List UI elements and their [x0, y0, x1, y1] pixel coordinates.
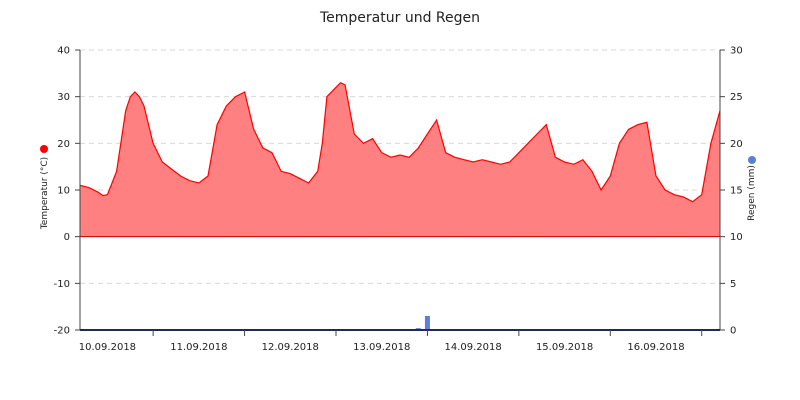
left-tick-label: 20	[57, 139, 70, 150]
x-tick-label: 16.09.2018	[627, 342, 684, 353]
x-tick-label: 14.09.2018	[445, 342, 502, 353]
right-tick-label: 15	[730, 186, 743, 197]
left-axis-title: Temperatur (°C)	[40, 157, 50, 230]
x-tick-label: 10.09.2018	[79, 342, 136, 353]
temperature-area	[80, 82, 720, 237]
x-tick-label: 12.09.2018	[262, 342, 319, 353]
right-tick-label: 25	[730, 92, 743, 103]
left-tick-label: 40	[57, 46, 70, 57]
right-tick-label: 10	[730, 232, 743, 243]
axes: -20 -10 0 10 20 30 40 0 5 10 15 20 25 30 10.09.2018 11.…	[54, 46, 743, 354]
temperature-series-marker	[40, 145, 48, 153]
plot-area	[79, 81, 721, 238]
x-tick-label: 13.09.2018	[353, 342, 410, 353]
rain-bar	[424, 316, 430, 330]
temperature-line	[79, 81, 721, 203]
right-tick-label: 20	[730, 139, 743, 150]
left-tick-label: -20	[54, 326, 70, 337]
x-tick-label: 15.09.2018	[536, 342, 593, 353]
left-tick-label: 0	[64, 232, 70, 243]
x-tick-label: 11.09.2018	[170, 342, 227, 353]
rain-bars	[415, 316, 430, 330]
right-tick-label: 30	[730, 46, 743, 57]
right-tick-label: 0	[730, 326, 736, 337]
rain-series-marker	[748, 156, 756, 164]
right-tick-label: 5	[730, 279, 736, 290]
left-tick-label: -10	[54, 279, 70, 290]
right-axis-title: Regen (mm)	[747, 165, 757, 221]
chart-title: Temperatur und Regen	[319, 10, 480, 26]
left-tick-label: 10	[57, 186, 70, 197]
left-tick-label: 30	[57, 92, 70, 103]
